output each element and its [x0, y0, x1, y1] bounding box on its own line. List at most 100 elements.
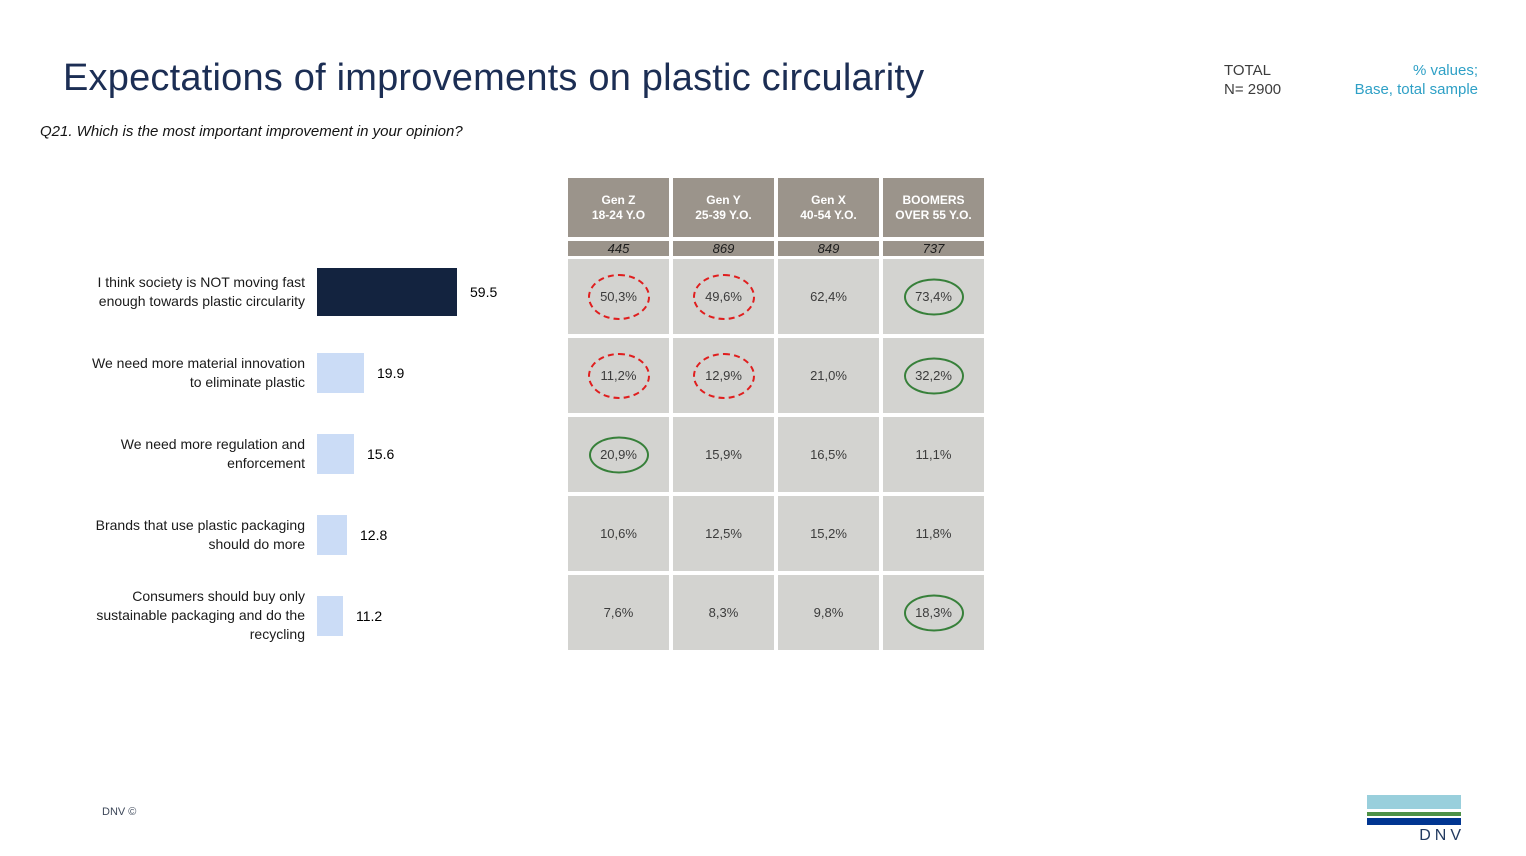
bar-category-label: I think society is NOT moving fast enoug… [97, 273, 305, 309]
table-cell: 9,8% [778, 575, 879, 650]
bar-area: 59.5 [317, 267, 560, 316]
bar-value-label: 59.5 [470, 283, 498, 300]
bar-value-label: 19.9 [377, 364, 405, 381]
bar-value-label: 12.8 [360, 526, 388, 543]
table-header-cell: Gen X 40-54 Y.O. [778, 178, 879, 237]
table-cell: 8,3% [673, 575, 774, 650]
total-value: N= 2900 [1224, 81, 1282, 98]
table-cell: 12,5% [673, 496, 774, 571]
header-generation-label: Gen X [811, 192, 846, 207]
bar-category-label: Consumers should buy only sustainable pa… [96, 588, 305, 642]
values-note-block: % values; Base, total sample [1218, 61, 1478, 99]
cell-value: 32,2% [915, 368, 952, 383]
logo-wordmark: DNV [1419, 827, 1465, 844]
chart-row: Brands that use plastic packaging should… [90, 494, 560, 575]
table-cell: 49,6% [673, 259, 774, 334]
bar [317, 352, 364, 393]
bar-area: 19.9 [317, 352, 560, 393]
logo-bar-light-blue [1367, 795, 1461, 809]
bar [317, 433, 354, 474]
cell-value: 11,8% [915, 526, 952, 541]
footer-copyright: DNV © [102, 806, 137, 818]
header-generation-label: Gen Y [706, 192, 741, 207]
cell-value: 50,3% [600, 289, 637, 304]
cell-value: 15,2% [810, 526, 847, 541]
bar [317, 514, 347, 555]
table-cell: 7,6% [568, 575, 669, 650]
base-count-cell: 849 [778, 241, 879, 256]
cell-value: 73,4% [915, 289, 952, 304]
table-cell: 21,0% [778, 338, 879, 413]
base-count-cell: 869 [673, 241, 774, 256]
header-generation-label: Gen Z [601, 192, 636, 207]
cell-value: 21,0% [810, 368, 847, 383]
bar-chart: I think society is NOT moving fast enoug… [90, 251, 560, 656]
chart-row: We need more material innovation to elim… [90, 332, 560, 413]
bar [317, 267, 457, 316]
logo-bar-green [1367, 812, 1461, 816]
generation-table: Gen Z 18-24 Y.O Gen Y 25-39 Y.O. Gen X 40-54 … [568, 178, 984, 650]
total-label: TOTAL [1224, 62, 1271, 79]
table-cell: 11,8% [883, 496, 984, 571]
cell-value: 9,8% [813, 605, 844, 620]
table-cell: 11,2% [568, 338, 669, 413]
bar-value-label: 11.2 [356, 607, 383, 624]
table-cell: 16,5% [778, 417, 879, 492]
header-generation-label: BOOMERS [902, 192, 965, 207]
table-cell: 11,1% [883, 417, 984, 492]
cell-value: 16,5% [810, 447, 847, 462]
dnv-logo: DNV [1367, 795, 1461, 845]
bar-area: 11.2 [317, 595, 560, 636]
survey-question: Q21. Which is the most important improve… [40, 123, 463, 140]
bar-category-label: We need more material innovation to elim… [92, 354, 305, 390]
bar-category-label: Brands that use plastic packaging should… [95, 516, 305, 552]
cell-value: 10,6% [600, 526, 637, 541]
table-cell: 73,4% [883, 259, 984, 334]
header-age-label: 25-39 Y.O. [695, 207, 752, 222]
table-base-row: 445 869 849 737 [568, 241, 984, 256]
cell-value: 12,9% [705, 368, 742, 383]
bar-area: 12.8 [317, 514, 560, 555]
total-sample-block: TOTAL N= 2900 [1224, 61, 1281, 99]
chart-row: Consumers should buy only sustainable pa… [90, 575, 560, 656]
table-header-cell: Gen Z 18-24 Y.O [568, 178, 669, 237]
header-age-label: OVER 55 Y.O. [895, 207, 972, 222]
table-cell: 50,3% [568, 259, 669, 334]
table-body: 50,3% 49,6% 62,4% 73,4% 11,2% 12,9% 21,0% 32,2%… [568, 259, 984, 650]
cell-value: 20,9% [600, 447, 637, 462]
table-cell: 20,9% [568, 417, 669, 492]
table-header-row: Gen Z 18-24 Y.O Gen Y 25-39 Y.O. Gen X 40-54 … [568, 178, 984, 237]
table-cell: 15,9% [673, 417, 774, 492]
bar-area: 15.6 [317, 433, 560, 474]
table-cell: 10,6% [568, 496, 669, 571]
values-note-line1: % values; [1412, 62, 1478, 79]
cell-value: 62,4% [810, 289, 847, 304]
table-cell: 18,3% [883, 575, 984, 650]
header-age-label: 18-24 Y.O [591, 207, 646, 222]
values-note-line2: Base, total sample [1354, 81, 1478, 98]
cell-value: 15,9% [705, 447, 742, 462]
chart-row: We need more regulation and enforcement 1… [90, 413, 560, 494]
cell-value: 11,1% [915, 447, 952, 462]
cell-value: 8,3% [708, 605, 739, 620]
bar-value-label: 15.6 [367, 445, 395, 462]
logo-bar-dark-blue [1367, 818, 1461, 825]
base-count-cell: 445 [568, 241, 669, 256]
cell-value: 18,3% [915, 605, 952, 620]
chart-row: I think society is NOT moving fast enoug… [90, 251, 560, 332]
bar [317, 595, 343, 636]
cell-value: 12,5% [705, 526, 742, 541]
table-cell: 15,2% [778, 496, 879, 571]
header-age-label: 40-54 Y.O. [800, 207, 857, 222]
cell-value: 49,6% [705, 289, 742, 304]
table-header-cell: Gen Y 25-39 Y.O. [673, 178, 774, 237]
table-cell: 12,9% [673, 338, 774, 413]
page-title: Expectations of improvements on plastic … [63, 57, 925, 99]
bar-category-label: We need more regulation and enforcement [120, 435, 305, 471]
base-count-cell: 737 [883, 241, 984, 256]
cell-value: 7,6% [603, 605, 634, 620]
table-header-cell: BOOMERS OVER 55 Y.O. [883, 178, 984, 237]
cell-value: 11,2% [600, 368, 637, 383]
table-cell: 32,2% [883, 338, 984, 413]
